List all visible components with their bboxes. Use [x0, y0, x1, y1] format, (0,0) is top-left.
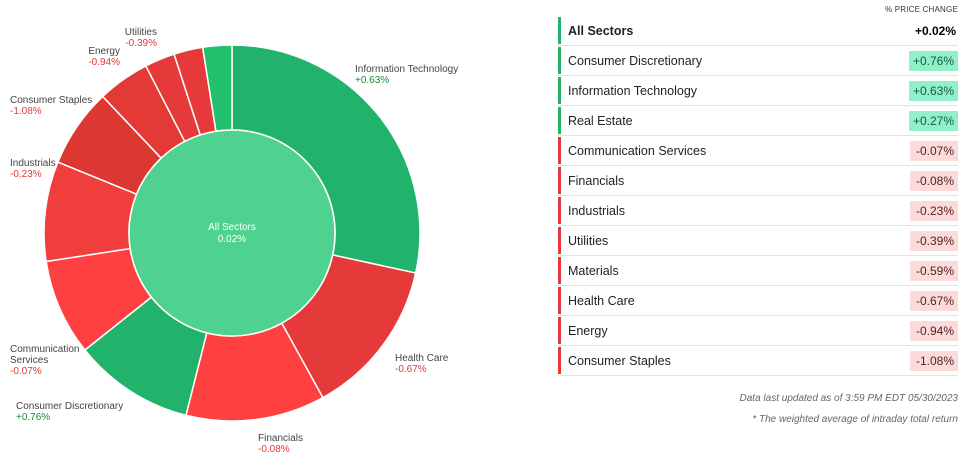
row-price-change: +0.27% [908, 110, 958, 131]
row-indicator-bar [558, 197, 561, 224]
label-health-care: Health Care-0.67% [395, 353, 449, 375]
row-price-change: +0.02% [914, 23, 956, 38]
row-sector-name: Health Care [568, 293, 635, 308]
row-sector-name: Communication Services [568, 143, 707, 158]
table-row[interactable]: Industrials -0.23% [558, 196, 958, 226]
row-sector-name: All Sectors [568, 23, 634, 38]
row-indicator-bar [558, 227, 561, 254]
row-sector-name: Utilities [568, 233, 609, 248]
row-price-change: +0.63% [908, 80, 958, 101]
label-value: -0.67% [395, 364, 427, 375]
row-sector-name: Consumer Staples [568, 353, 671, 368]
row-indicator-bar [558, 257, 561, 284]
label-energy: Energy-0.94% [88, 46, 120, 68]
label-value: +0.63% [355, 75, 389, 86]
row-sector-name: Information Technology [568, 83, 698, 98]
label-value: -0.07% [10, 366, 42, 377]
table-row[interactable]: Communication Services -0.07% [558, 136, 958, 166]
row-price-change: -0.67% [910, 290, 958, 311]
donut-center [128, 129, 336, 337]
row-sector-name: Consumer Discretionary [568, 53, 703, 68]
center-label: All Sectors [208, 222, 256, 233]
row-sector-name: Real Estate [568, 113, 633, 128]
row-price-change: -1.08% [910, 350, 958, 371]
table-row[interactable]: Consumer Discretionary +0.76% [558, 46, 958, 76]
row-price-change: +0.76% [908, 50, 958, 71]
label-value: -0.94% [88, 57, 120, 68]
label-name: Services [10, 355, 48, 366]
table-row[interactable]: Consumer Staples -1.08% [558, 346, 958, 376]
label-name: Energy [88, 46, 120, 57]
row-indicator-bar [558, 137, 561, 164]
row-sector-name: Financials [568, 173, 625, 188]
row-indicator-bar [558, 317, 561, 344]
label-value: +0.76% [16, 412, 50, 423]
row-indicator-bar [558, 107, 561, 134]
table-row[interactable]: Health Care -0.67% [558, 286, 958, 316]
row-price-change: -0.08% [910, 170, 958, 191]
label-financials: Financials-0.08% [258, 433, 303, 455]
row-indicator-bar [558, 347, 561, 374]
row-indicator-bar [558, 167, 561, 194]
label-name: Consumer Staples [10, 95, 92, 106]
row-price-change: -0.39% [910, 230, 958, 251]
row-price-change: -0.07% [910, 140, 958, 161]
row-sector-name: Energy [568, 323, 608, 338]
row-indicator-bar [558, 77, 561, 104]
label-information-technology: Information Technology+0.63% [355, 64, 458, 86]
row-sector-name: Materials [568, 263, 619, 278]
table-row[interactable]: Information Technology +0.63% [558, 76, 958, 106]
sector-table: % PRICE CHANGE All Sectors +0.02% Consumer… [558, 0, 958, 467]
row-indicator-bar [558, 47, 561, 74]
label-value: -0.23% [10, 169, 42, 180]
label-value: -0.39% [125, 38, 157, 49]
label-consumer-discretionary: Consumer Discretionary+0.76% [16, 401, 123, 423]
label-value: -1.08% [10, 106, 42, 117]
table-row[interactable]: Energy -0.94% [558, 316, 958, 346]
last-updated-note: Data last updated as of 3:59 PM EDT 05/3… [739, 393, 958, 404]
table-row[interactable]: Utilities -0.39% [558, 226, 958, 256]
row-price-change: -0.23% [910, 200, 958, 221]
row-indicator-bar [558, 287, 561, 314]
label-name: Health Care [395, 353, 449, 364]
sector-rows: All Sectors +0.02% Consumer Discretionary +… [558, 16, 958, 376]
table-row[interactable]: Materials -0.59% [558, 256, 958, 286]
label-industrials: Industrials-0.23% [10, 158, 56, 180]
label-name: Consumer Discretionary [16, 401, 123, 412]
row-sector-name: Industrials [568, 203, 625, 218]
center-value: 0.02% [218, 234, 246, 245]
table-row[interactable]: All Sectors +0.02% [558, 16, 958, 46]
row-price-change: -0.59% [910, 260, 958, 281]
row-indicator-bar [558, 17, 561, 44]
label-name: Information Technology [355, 64, 458, 75]
label-utilities: Utilities-0.39% [125, 27, 157, 49]
label-value: -0.08% [258, 444, 290, 455]
column-header: % PRICE CHANGE [884, 5, 958, 14]
label-name: Communication [10, 344, 79, 355]
table-row[interactable]: Financials -0.08% [558, 166, 958, 196]
label-consumer-staples: Consumer Staples-1.08% [10, 95, 92, 117]
label-name: Industrials [10, 158, 56, 169]
label-name: Financials [258, 433, 303, 444]
footnote: * The weighted average of intraday total… [752, 414, 958, 425]
table-row[interactable]: Real Estate +0.27% [558, 106, 958, 136]
row-price-change: -0.94% [910, 320, 958, 341]
label-name: Utilities [125, 27, 157, 38]
